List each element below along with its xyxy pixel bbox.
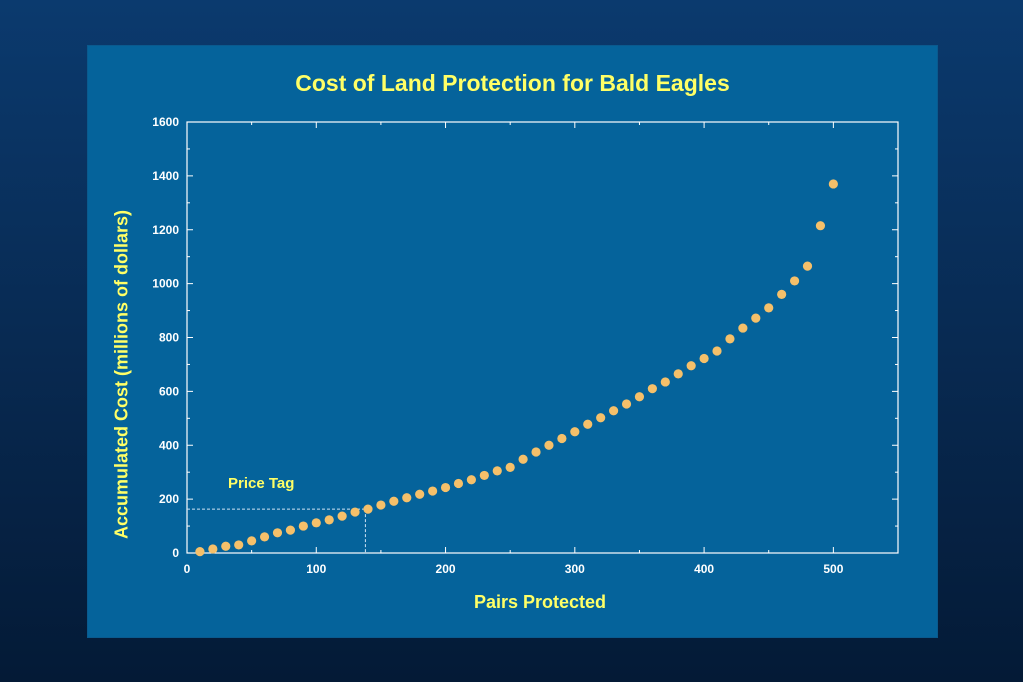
data-point (557, 433, 567, 444)
data-point (712, 346, 722, 356)
data-point (621, 399, 632, 409)
x-axis-label: Pairs Protected (473, 592, 607, 612)
data-point (828, 179, 838, 189)
data-point (337, 511, 347, 521)
data-point (247, 536, 257, 546)
data-point (363, 504, 373, 514)
data-point (802, 261, 813, 271)
y-tick-label: 1600 (152, 115, 179, 129)
data-point (324, 515, 334, 525)
data-point (583, 419, 593, 429)
data-point (815, 221, 826, 231)
data-point (195, 547, 205, 557)
data-point (376, 500, 386, 510)
data-point (453, 478, 464, 489)
data-point (660, 377, 670, 387)
data-point (285, 525, 296, 535)
data-point (738, 323, 748, 333)
data-point (725, 334, 735, 344)
x-tick-label: 200 (436, 562, 456, 576)
data-point (673, 369, 683, 379)
data-point (647, 384, 657, 394)
data-point (531, 447, 541, 457)
data-point (505, 462, 515, 472)
data-point (544, 440, 554, 450)
x-tick-label: 100 (306, 562, 326, 576)
data-point (777, 289, 787, 299)
y-tick-label: 1400 (152, 169, 179, 183)
data-point (234, 540, 244, 550)
data-point (389, 496, 399, 506)
data-point (466, 475, 476, 485)
data-point (311, 518, 321, 528)
data-point (221, 541, 231, 551)
data-point (208, 544, 218, 554)
data-point (570, 427, 580, 437)
data-point (699, 353, 709, 364)
data-point (350, 507, 360, 517)
y-tick-label: 800 (159, 331, 179, 345)
y-axis-label: Accumulated Cost (millions of dollars) (111, 209, 132, 540)
data-point (789, 276, 800, 286)
data-point (440, 482, 451, 493)
y-tick-label: 400 (159, 438, 179, 452)
y-tick-label: 0 (172, 546, 179, 560)
chart-title: Cost of Land Protection for Bald Eagles (295, 70, 730, 96)
x-tick-label: 400 (694, 562, 714, 576)
data-point (596, 413, 606, 423)
y-tick-label: 200 (159, 492, 179, 506)
data-point (751, 313, 761, 323)
data-point (686, 361, 696, 371)
chart-panel: Cost of Land Protection for Bald Eagles … (87, 45, 938, 638)
x-tick-label: 0 (184, 562, 191, 576)
x-tick-label: 500 (823, 562, 843, 576)
x-tick-label: 300 (565, 562, 585, 576)
data-point (402, 493, 412, 503)
data-point (518, 454, 528, 464)
data-point (428, 486, 438, 496)
data-point (272, 528, 283, 538)
data-point (492, 466, 502, 476)
data-point (634, 392, 645, 402)
data-point (609, 406, 619, 416)
data-point (479, 470, 489, 481)
y-tick-label: 1000 (152, 277, 179, 291)
price-tag-annotation: Price Tag (228, 475, 295, 492)
data-point (298, 521, 308, 531)
chart-svg: 0 100 200 300 400 500 0 200 400 600 800 1000 1200 140… (152, 115, 899, 576)
y-tick-label: 600 (159, 384, 179, 398)
data-point (259, 532, 270, 542)
data-point (764, 303, 774, 313)
y-tick-label: 1200 (152, 223, 179, 237)
data-point (415, 489, 425, 499)
